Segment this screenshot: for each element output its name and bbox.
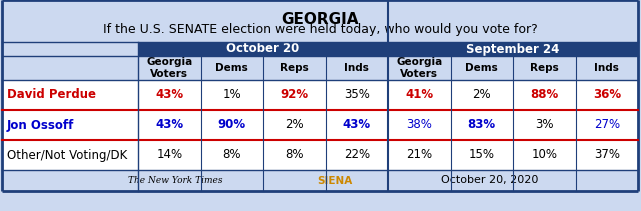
Text: 35%: 35% [344,88,370,101]
Text: Georgia
Voters: Georgia Voters [146,57,192,79]
Text: 43%: 43% [343,119,370,131]
Text: SIENA: SIENA [317,176,353,185]
Text: 27%: 27% [594,119,620,131]
Text: 3%: 3% [535,119,553,131]
Bar [138,42,388,56]
Text: Dems: Dems [215,63,248,73]
Text: 43%: 43% [155,119,183,131]
Text: Other/Not Voting/DK: Other/Not Voting/DK [7,149,128,161]
Bar [2,140,638,170]
Text: 36%: 36% [593,88,621,101]
Text: 2%: 2% [472,88,491,101]
Text: 8%: 8% [222,149,241,161]
Text: 92%: 92% [280,88,308,101]
Text: October 20, 2020: October 20, 2020 [441,176,538,185]
Text: 10%: 10% [531,149,557,161]
Text: 41%: 41% [405,88,433,101]
Text: 8%: 8% [285,149,303,161]
Text: 21%: 21% [406,149,432,161]
Text: Dems: Dems [465,63,498,73]
Text: 38%: 38% [406,119,432,131]
Text: 83%: 83% [468,119,495,131]
Text: Reps: Reps [280,63,308,73]
Bar [2,56,638,80]
Bar [2,80,638,110]
Text: 1%: 1% [222,88,241,101]
Bar [388,42,638,56]
Text: The New York Times: The New York Times [128,176,222,185]
Text: 43%: 43% [155,88,183,101]
Text: Inds: Inds [594,63,619,73]
Text: Inds: Inds [344,63,369,73]
Bar [2,110,638,140]
Bar [2,0,638,42]
Text: 88%: 88% [530,88,558,101]
Text: Jon Ossoff: Jon Ossoff [7,119,74,131]
Text: 22%: 22% [344,149,370,161]
Text: GEORGIA: GEORGIA [281,12,359,27]
Text: 37%: 37% [594,149,620,161]
Text: Georgia
Voters: Georgia Voters [396,57,442,79]
Text: 2%: 2% [285,119,304,131]
Text: 90%: 90% [218,119,246,131]
Text: 14%: 14% [156,149,182,161]
Bar [2,170,638,191]
Text: October 20: October 20 [226,42,299,55]
Text: September 24: September 24 [466,42,560,55]
Text: David Perdue: David Perdue [7,88,96,101]
Text: If the U.S. SENATE election were held today, who would you vote for?: If the U.S. SENATE election were held to… [103,23,537,36]
Text: 15%: 15% [469,149,495,161]
Text: Reps: Reps [530,63,558,73]
